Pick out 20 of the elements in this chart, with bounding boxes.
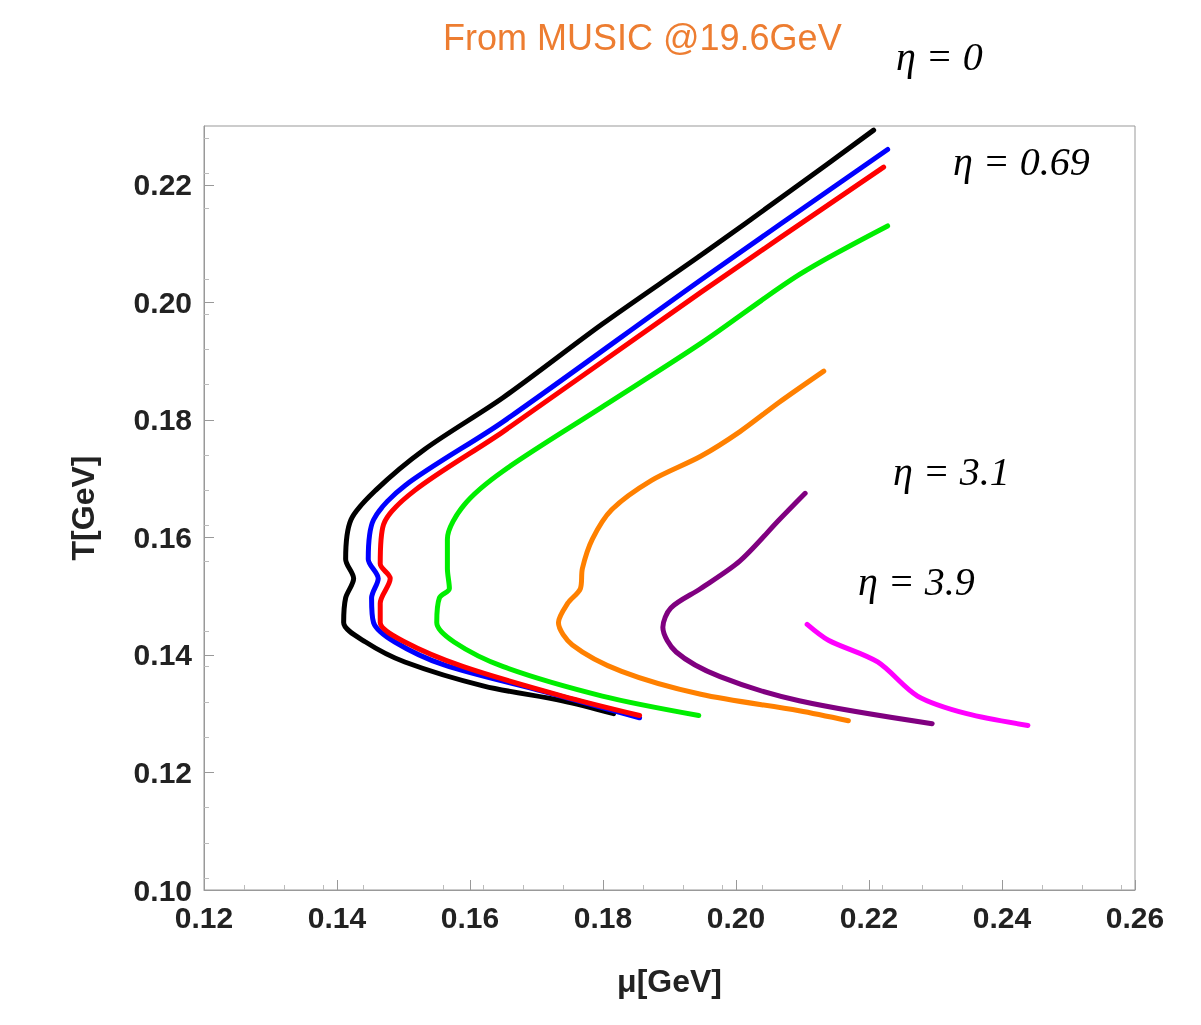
y-tick-label: 0.14 [133,638,193,672]
x-tick-label: 0.20 [706,900,766,934]
y-axis-title: T[GeV] [65,455,101,561]
x-tick-label: 0.26 [1105,900,1165,934]
x-tick-label: 0.14 [307,900,367,934]
y-tick-label: 0.20 [133,285,192,319]
x-tick-label: 0.18 [573,900,633,934]
annotation: η = 3.1 [893,448,1010,494]
x-tick-label: 0.22 [839,900,899,934]
y-tick-label: 0.12 [133,755,192,789]
annotation: η = 3.9 [858,558,975,604]
y-tick-label: 0.16 [133,520,192,554]
y-tick-label: 0.18 [133,403,192,437]
x-tick-label: 0.24 [972,900,1032,934]
x-axis-title: μ[GeV] [617,963,722,999]
y-tick-label: 0.22 [133,168,192,202]
annotation: η = 0.69 [953,138,1090,184]
x-tick-label: 0.16 [440,900,500,934]
chart-title: From MUSIC @19.6GeV [443,16,842,58]
text: η = 0 [896,33,983,79]
